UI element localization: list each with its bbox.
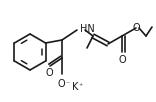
- Text: HN: HN: [80, 24, 95, 34]
- Text: K: K: [72, 82, 78, 92]
- Text: O: O: [118, 55, 126, 65]
- Text: ⁺: ⁺: [78, 82, 82, 91]
- Text: O: O: [132, 23, 140, 33]
- Text: ⁻: ⁻: [65, 79, 69, 88]
- Text: O: O: [45, 68, 53, 78]
- Text: O: O: [57, 79, 65, 89]
